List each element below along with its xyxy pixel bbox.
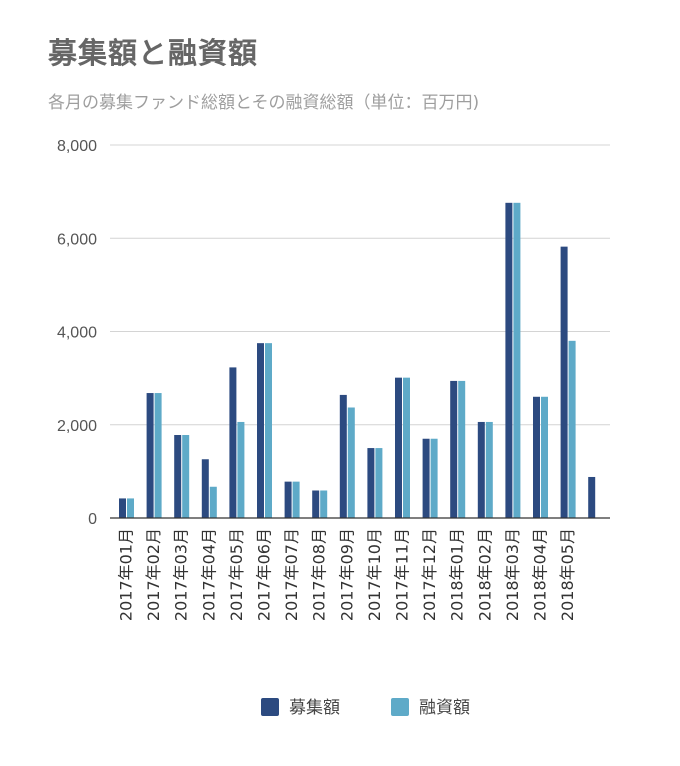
x-category-label: 2017年12月 <box>420 528 439 621</box>
legend: 募集額 融資額 <box>261 698 470 718</box>
bar-boshu <box>119 498 126 518</box>
chart-title: 募集額と融資額 <box>48 36 259 70</box>
bar-yushi <box>292 481 300 518</box>
x-category-label: 2017年02月 <box>144 528 163 621</box>
bar-yushi <box>485 421 493 518</box>
bar-yushi <box>347 407 355 518</box>
bar-boshu <box>201 459 209 518</box>
x-category-label: 2018年03月 <box>503 528 522 621</box>
x-category-label: 2017年03月 <box>172 528 191 621</box>
bar-yushi <box>458 380 466 518</box>
x-category-label: 2017年10月 <box>365 528 384 621</box>
gridlines <box>110 144 610 426</box>
bar-boshu <box>505 202 513 518</box>
bar-yushi <box>430 438 438 518</box>
x-category-label: 2018年02月 <box>475 528 494 621</box>
bar-boshu <box>588 476 596 518</box>
bar-yushi <box>403 377 410 518</box>
y-tick-label: 2,000 <box>57 418 97 435</box>
bar-yushi <box>375 448 383 518</box>
x-category-label: 2018年04月 <box>531 528 550 621</box>
bar-yushi <box>182 435 190 518</box>
bar-yushi <box>541 396 548 518</box>
bar-boshu <box>395 377 402 518</box>
bar-boshu <box>367 448 375 518</box>
bar-boshu <box>450 380 458 518</box>
bar-boshu <box>339 394 347 518</box>
bar-boshu <box>560 246 568 518</box>
bar-boshu <box>229 367 237 518</box>
bar-boshu <box>477 421 485 518</box>
x-category-label: 2017年06月 <box>255 528 274 621</box>
x-category-label: 2018年05月 <box>558 528 577 621</box>
x-axis-labels: 2017年01月 2017年02月 2017年03月 2017年04月 2017年05月… <box>117 528 578 621</box>
bar-yushi <box>154 393 162 518</box>
x-category-label: 2018年01月 <box>448 528 467 621</box>
legend-swatch <box>261 698 279 716</box>
bars <box>119 202 596 518</box>
bar-yushi <box>265 343 272 518</box>
bar-yushi <box>237 421 245 518</box>
bar-boshu <box>422 438 430 518</box>
bar-boshu <box>284 481 292 518</box>
legend-label: 融資額 <box>419 698 470 718</box>
y-tick-label: 6,000 <box>57 231 97 248</box>
bar-boshu <box>312 490 320 518</box>
bar-yushi <box>513 202 521 518</box>
bar-yushi <box>209 486 217 518</box>
x-category-label: 2017年11月 <box>393 528 412 621</box>
x-category-label: 2017年05月 <box>227 528 246 621</box>
bar-boshu <box>146 393 154 518</box>
bar-boshu <box>174 435 182 518</box>
bar-yushi <box>127 498 134 518</box>
x-category-label: 2017年09月 <box>337 528 356 621</box>
y-tick-label: 4,000 <box>57 325 97 342</box>
legend-swatch <box>391 698 409 716</box>
x-category-label: 2017年04月 <box>199 528 218 621</box>
bar-boshu <box>257 343 264 518</box>
bar-yushi <box>320 490 328 518</box>
x-category-label: 2017年08月 <box>310 528 329 621</box>
chart-subtitle: 各月の募集ファンド総額とその融資総額（単位：百万円) <box>48 93 480 113</box>
legend-label: 募集額 <box>289 698 340 718</box>
bar-boshu <box>533 396 540 518</box>
bar-yushi <box>568 340 576 518</box>
y-axis-ticks: 0 2,000 4,000 6,000 8,000 <box>57 138 97 528</box>
x-category-label: 2017年07月 <box>282 528 301 621</box>
y-tick-label: 8,000 <box>57 138 97 155</box>
x-category-label: 2017年01月 <box>117 528 136 621</box>
y-tick-label: 0 <box>88 511 97 528</box>
